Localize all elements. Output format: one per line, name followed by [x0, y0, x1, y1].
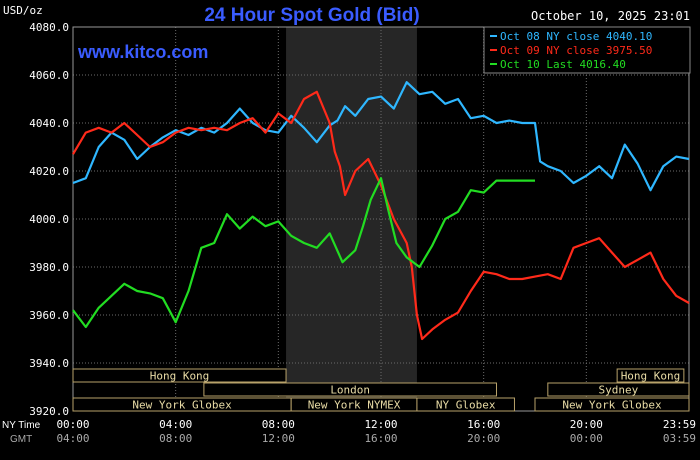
- x-tick-label-gmt: 20:00: [467, 432, 500, 445]
- session-label: New York Globex: [132, 399, 232, 412]
- y-tick-label: 3980.0: [29, 261, 69, 274]
- x-tick-label-ny: 16:00: [467, 418, 500, 431]
- x-row-label-gmt: GMT: [10, 434, 32, 445]
- session-label: New York NYMEX: [308, 399, 401, 412]
- x-tick-label-gmt: 08:00: [159, 432, 192, 445]
- legend-entry: Oct 08 NY close 4040.10: [500, 30, 652, 43]
- y-tick-label: 4080.0: [29, 21, 69, 34]
- session-bar: [616, 368, 685, 383]
- y-unit-label: USD/oz: [3, 4, 43, 17]
- chart-title: 24 Hour Spot Gold (Bid): [204, 5, 419, 26]
- legend-entry: Oct 09 NY close 3975.50: [500, 44, 652, 57]
- legend-entry: Oct 10 Last 4016.40: [500, 58, 626, 71]
- x-tick-label-gmt: 03:59: [663, 432, 696, 445]
- grid: [72, 26, 690, 412]
- x-tick-label-ny: 00:00: [56, 418, 89, 431]
- legend-box: [483, 26, 691, 74]
- series-line-oct-10: [72, 177, 535, 329]
- y-tick-label: 4000.0: [29, 213, 69, 226]
- y-tick-label: 3920.0: [29, 405, 69, 418]
- x-tick-label-gmt: 04:00: [56, 432, 89, 445]
- y-tick-label: 4060.0: [29, 69, 69, 82]
- session-bar: [547, 382, 690, 397]
- x-row-label-ny: NY Time: [2, 420, 41, 431]
- session-bar: [203, 382, 497, 397]
- price-series: [72, 81, 690, 341]
- session-bar: [534, 397, 690, 412]
- session-label: New York Globex: [562, 399, 662, 412]
- x-tick-label-ny: 12:00: [364, 418, 397, 431]
- session-label: Sydney: [599, 384, 639, 397]
- x-tick-label-ny: 20:00: [570, 418, 603, 431]
- session-bar: [416, 397, 515, 412]
- kitco-watermark: www.kitco.com: [77, 42, 208, 62]
- market-sessions: Hong Kong London New York Globex New York N…: [72, 368, 690, 412]
- session-label: Hong Kong: [150, 370, 210, 383]
- x-tick-label-gmt: 00:00: [570, 432, 603, 445]
- session-label: London: [330, 384, 370, 397]
- y-tick-label: 4020.0: [29, 165, 69, 178]
- x-tick-label-ny: 23:59: [663, 418, 696, 431]
- x-tick-label-gmt: 16:00: [364, 432, 397, 445]
- y-tick-label: 3960.0: [29, 309, 69, 322]
- x-tick-label-ny: 08:00: [262, 418, 295, 431]
- x-tick-label-ny: 04:00: [159, 418, 192, 431]
- session-label: Hong Kong: [621, 370, 681, 383]
- axes: 3920.0 3940.0 3960.0 3980.0 4000.0 4020.0 4040…: [2, 21, 696, 445]
- series-line-oct-09: [72, 90, 690, 341]
- y-tick-label: 4040.0: [29, 117, 69, 130]
- session-label: NY Globex: [436, 399, 496, 412]
- session-bar: [72, 368, 287, 383]
- timestamp: October 10, 2025 23:01: [531, 9, 690, 23]
- y-tick-label: 3940.0: [29, 357, 69, 370]
- x-tick-label-gmt: 12:00: [262, 432, 295, 445]
